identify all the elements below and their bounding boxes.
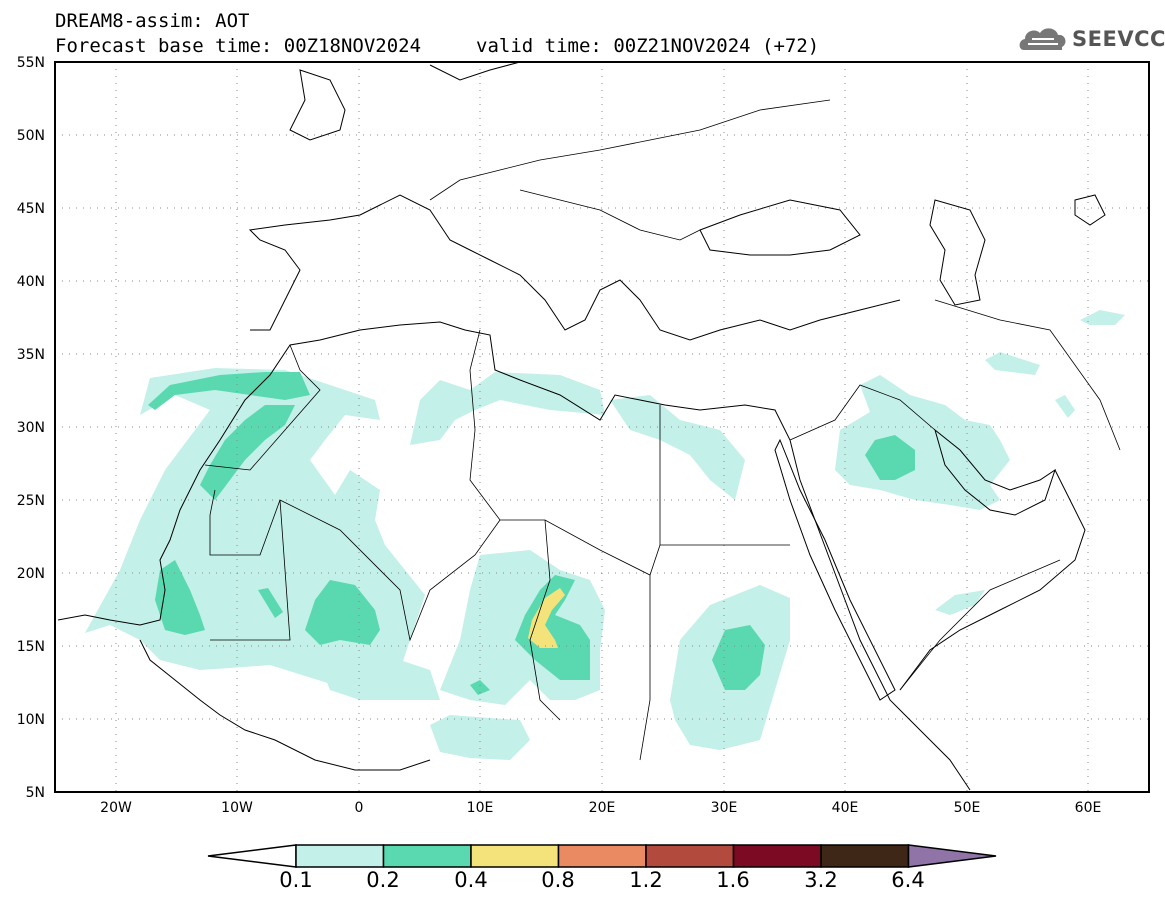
aot-fields [85,310,1125,760]
arabia-coast [899,469,1086,691]
lon-label: 60E [1075,800,1102,816]
lat-label: 50N [17,128,45,144]
lat-label: 40N [17,274,45,290]
aot-morocco-coast [148,372,310,410]
persian-gulf [934,428,1056,516]
logo-text: SEEVCCC [1072,27,1165,51]
aot-mauritania [155,560,205,635]
border-chad [529,519,561,721]
lat-axis: 55N 50N 45N 40N 35N 30N 25N 20N 15N 10N … [17,55,45,801]
border-europe-north [429,99,831,201]
lat-label: 15N [17,639,45,655]
grid-lines [55,62,1149,792]
border-iran [934,299,1121,451]
aot-iran-east [985,352,1040,375]
colorbar-segment [557,844,647,868]
aot-medium-areas [148,372,915,695]
lon-label: 30E [711,800,738,816]
aot-east-arabia [1055,395,1075,418]
aot-libya-north [410,372,605,445]
aot-central-africa [430,715,530,760]
scandinavia-coast [429,62,521,81]
cloud-icon [1019,28,1066,50]
aot-iran-north [1080,310,1125,325]
colorbar-segment [732,844,822,868]
lat-label: 5N [26,785,45,801]
europe-coast [248,194,901,341]
lon-label: 10W [221,800,253,816]
lon-label: 0 [355,800,364,816]
aot-iraq-gulf [835,375,1010,510]
colorbar-segment [470,844,560,868]
map-title: DREAM8-assim: AOT [55,10,250,32]
colorbar-label: 0.1 [279,868,313,892]
aot-arabia-south [935,590,985,615]
lat-label: 10N [17,712,45,728]
coastlines [57,62,1106,791]
black-sea [699,199,861,256]
lat-label: 45N [17,201,45,217]
forecast-times: Forecast base time: 00Z18NOV2024 valid ti… [55,35,819,57]
colorbar-label: 1.6 [716,868,750,892]
lat-label: 30N [17,420,45,436]
border-morocco-algeria [204,344,321,471]
aot-niger-south [470,680,490,695]
colorbar-segment [295,844,385,868]
map-frame [54,61,1150,793]
aot-high-areas [528,588,565,648]
colorbar-label: 0.4 [454,868,488,892]
caspian-sea [929,199,986,306]
border-libya [469,329,661,576]
borders [204,99,1121,761]
colorbar-segment [820,844,910,868]
aot-sahel [320,650,440,700]
colorbar-label: 3.2 [804,868,838,892]
colorbar-label: 0.2 [366,868,400,892]
west-africa-coast [139,639,431,771]
border-europe-balkans [519,189,701,241]
colorbar-label: 6.4 [891,868,925,892]
lon-label: 20W [100,800,132,816]
aot-mali-north [305,580,380,645]
uk-coast [289,69,346,141]
base-time: Forecast base time: 00Z18NOV2024 [55,35,422,57]
aot-moroccan-atlas [200,405,295,500]
lat-label: 35N [17,347,45,363]
colorbar-label: 0.8 [541,868,575,892]
lat-label: 20N [17,566,45,582]
colorbar-segment [645,844,735,868]
border-arabia [789,384,936,441]
aot-iraq [865,435,915,480]
colorbar-under-arrow [207,844,297,868]
aot-chad [515,575,590,680]
colorbar-label: 1.2 [629,868,663,892]
aot-egypt [610,395,745,500]
lon-label: 50E [954,800,981,816]
valid-time: valid time: 00Z21NOV2024 (+72) [476,35,820,57]
border-algeria-mali [279,499,501,642]
border-saudi-yemen [899,559,1061,691]
border-mauritania-mali [209,489,291,641]
lon-label: 20E [589,800,616,816]
aot-sudan-center [712,625,765,690]
colorbar-over-arrow [907,844,997,868]
africa-coast [57,321,971,791]
red-sea [774,438,896,701]
lat-label: 55N [17,55,45,71]
border-sudan-west [639,575,651,761]
aot-chad-max [528,588,565,648]
aot-mali-west [258,588,283,618]
lon-axis: 20W 10W 0 10E 20E 30E 40E 50E 60E [100,800,1101,816]
aral-sea [1074,194,1106,226]
lon-label: 40E [832,800,859,816]
colorbar [207,844,997,868]
lon-label: 10E [467,800,494,816]
lat-label: 25N [17,493,45,509]
colorbar-segment [382,844,472,868]
